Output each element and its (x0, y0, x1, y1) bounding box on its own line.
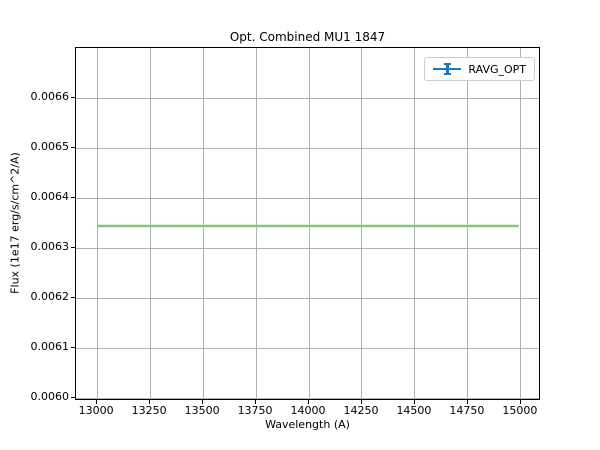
chart-title: Opt. Combined MU1 1847 (229, 30, 386, 44)
x-tick-label: 13000 (78, 404, 114, 417)
x-tick-mark (96, 400, 98, 404)
x-tick-label: 14000 (290, 404, 326, 417)
y-tick-label: 0.0063 (30, 240, 70, 253)
gridline-y (76, 247, 539, 249)
x-tick-label: 13250 (131, 404, 167, 417)
x-tick-mark (519, 400, 521, 404)
y-tick-label: 0.0065 (30, 140, 70, 153)
gridline-y (76, 347, 539, 349)
y-tick-label: 0.0064 (30, 190, 70, 203)
gridline-x (361, 48, 363, 399)
gridline-y (76, 97, 539, 99)
gridline-y (76, 197, 539, 199)
y-tick-label: 0.0060 (30, 390, 70, 403)
errorbar-line-icon (433, 62, 462, 76)
gridline-y (76, 297, 539, 299)
gridline-y (76, 147, 539, 149)
x-tick-label: 15000 (502, 404, 538, 417)
gridline-x (96, 48, 98, 399)
y-tick-label: 0.0062 (30, 290, 70, 303)
y-tick-mark (71, 297, 75, 298)
x-tick-label: 14750 (449, 404, 485, 417)
y-tick-mark (71, 197, 75, 198)
y-tick-label: 0.0061 (30, 340, 70, 353)
x-tick-mark (149, 400, 151, 404)
y-axis-label: Flux (1e17 erg/s/cm^2/A) (8, 152, 22, 294)
x-tick-mark (360, 400, 362, 404)
gridline-x (414, 48, 416, 399)
gridline-x (308, 48, 310, 399)
gridline-y (76, 397, 539, 399)
legend: RAVG_OPT (424, 57, 535, 81)
x-tick-mark (308, 400, 310, 404)
gridline-x (467, 48, 469, 399)
gridline-x (255, 48, 257, 399)
y-tick-label: 0.0066 (30, 90, 70, 103)
x-tick-label: 14250 (343, 404, 379, 417)
y-tick-mark (71, 397, 75, 398)
y-tick-mark (71, 347, 75, 348)
y-tick-mark (71, 147, 75, 148)
gridline-x (202, 48, 204, 399)
x-tick-mark (202, 400, 204, 404)
y-tick-mark (71, 247, 75, 248)
x-axis-label: Wavelength (A) (265, 418, 350, 431)
x-tick-mark (255, 400, 257, 404)
x-tick-label: 13750 (237, 404, 273, 417)
plot-area: RAVG_OPT (75, 47, 540, 400)
x-tick-mark (413, 400, 415, 404)
legend-entry-label: RAVG_OPT (468, 62, 526, 76)
series-layer (97, 224, 519, 228)
y-tick-mark (71, 97, 75, 98)
x-tick-label: 13500 (184, 404, 220, 417)
x-tick-mark (466, 400, 468, 404)
gridline-x (149, 48, 151, 399)
gridline-x (520, 48, 522, 399)
x-tick-label: 14500 (396, 404, 432, 417)
